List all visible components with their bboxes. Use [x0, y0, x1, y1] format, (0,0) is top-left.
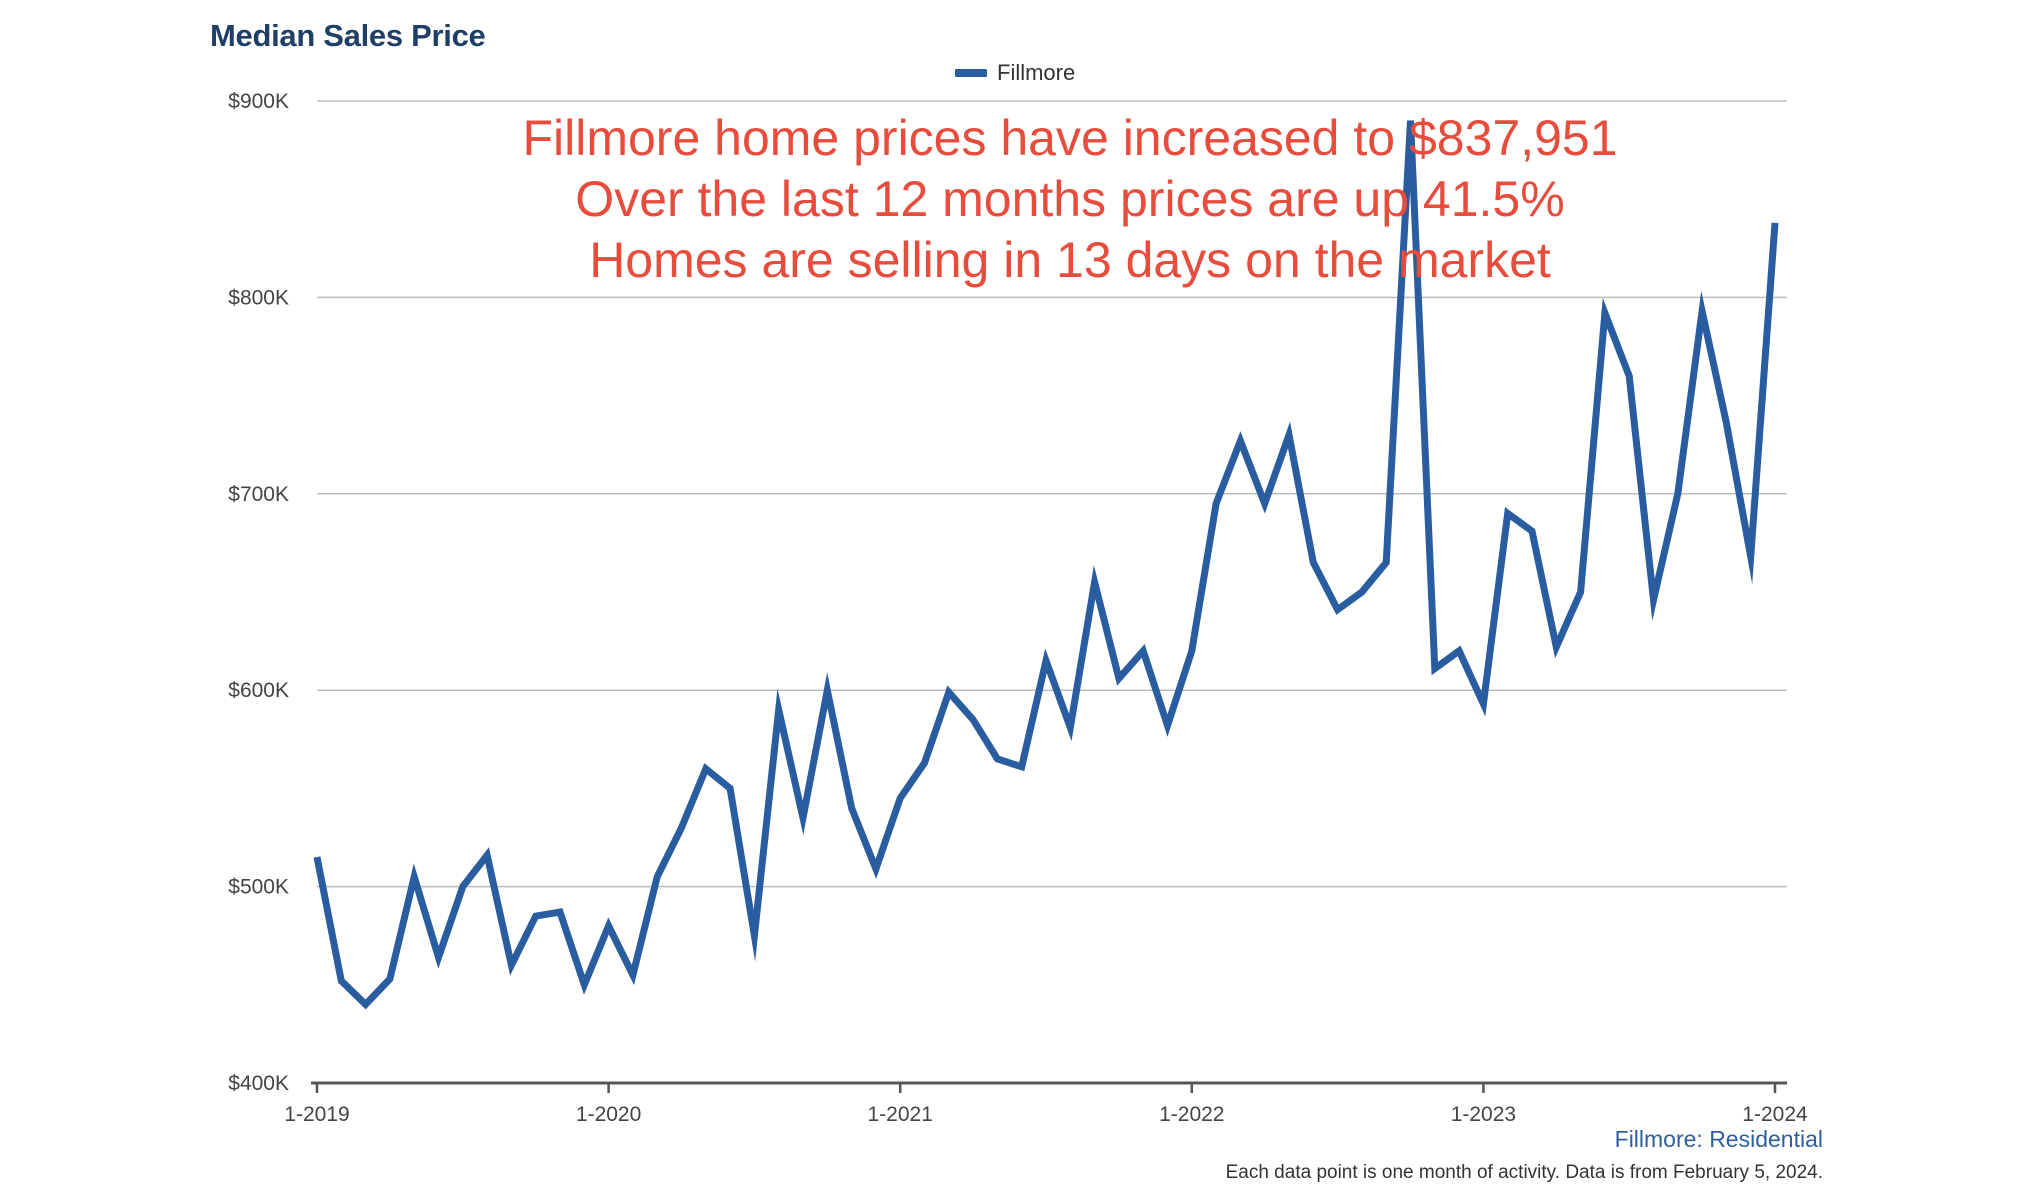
data-point[interactable]	[848, 804, 856, 812]
data-point[interactable]	[362, 1000, 370, 1008]
x-tick-label: 1-2024	[1742, 1103, 1808, 1126]
data-point[interactable]	[1212, 500, 1220, 508]
data-point[interactable]	[435, 953, 443, 961]
data-point[interactable]	[823, 686, 831, 694]
data-point[interactable]	[1358, 588, 1366, 596]
data-point[interactable]	[459, 883, 467, 891]
data-point[interactable]	[313, 853, 321, 861]
series-fillmore	[313, 120, 1779, 1010]
data-point[interactable]	[678, 824, 686, 832]
x-tick-label: 1-2022	[1159, 1103, 1224, 1126]
footnote: Each data point is one month of activity…	[1225, 1162, 1823, 1183]
data-point[interactable]	[1018, 763, 1026, 771]
data-point[interactable]	[1722, 419, 1730, 427]
data-point[interactable]	[629, 971, 637, 979]
data-point[interactable]	[1698, 307, 1706, 315]
data-point[interactable]	[1674, 490, 1682, 498]
data-point[interactable]	[1188, 647, 1196, 655]
data-point[interactable]	[1042, 657, 1050, 665]
data-point[interactable]	[1552, 643, 1560, 651]
data-point[interactable]	[1285, 431, 1293, 439]
data-point[interactable]	[1261, 500, 1269, 508]
data-point[interactable]	[896, 794, 904, 802]
data-point[interactable]	[483, 851, 491, 859]
data-point[interactable]	[1479, 700, 1487, 708]
y-tick-label: $500K	[228, 876, 289, 899]
data-point[interactable]	[410, 873, 418, 881]
data-point[interactable]	[750, 932, 758, 940]
data-point[interactable]	[556, 908, 564, 916]
x-tick-label: 1-2020	[576, 1103, 641, 1126]
annotation-text: Fillmore home prices have increased to $…	[380, 108, 1760, 291]
data-point[interactable]	[993, 755, 1001, 763]
data-point[interactable]	[1115, 674, 1123, 682]
data-point[interactable]	[1504, 509, 1512, 517]
data-point[interactable]	[1066, 724, 1074, 732]
data-point[interactable]	[1431, 665, 1439, 673]
chart-title: Median Sales Price	[210, 18, 486, 53]
y-tick-label: $800K	[228, 286, 289, 309]
legend[interactable]: Fillmore	[955, 60, 1075, 86]
data-point[interactable]	[1382, 559, 1390, 567]
data-point[interactable]	[1236, 437, 1244, 445]
data-point[interactable]	[1528, 527, 1536, 535]
data-point[interactable]	[1577, 588, 1585, 596]
data-point[interactable]	[1164, 722, 1172, 730]
legend-swatch-fillmore	[955, 69, 987, 77]
data-point[interactable]	[1771, 219, 1779, 227]
y-tick-label: $700K	[228, 483, 289, 506]
data-point[interactable]	[969, 716, 977, 724]
data-point[interactable]	[1747, 553, 1755, 561]
y-tick-label: $400K	[228, 1072, 289, 1095]
axes: $400K $500K $600K $700K $800K $900K 1-2019 1-20…	[228, 90, 1808, 1126]
data-point[interactable]	[653, 873, 661, 881]
y-tick-label: $600K	[228, 679, 289, 702]
data-point[interactable]	[872, 865, 880, 873]
annotation-line-1: Fillmore home prices have increased to $…	[522, 110, 1618, 166]
data-point[interactable]	[507, 961, 515, 969]
data-point[interactable]	[532, 912, 540, 920]
source-label[interactable]: Fillmore: Residential	[1614, 1126, 1823, 1152]
data-point[interactable]	[1455, 647, 1463, 655]
data-point[interactable]	[1091, 578, 1099, 586]
x-tick-label: 1-2023	[1451, 1103, 1516, 1126]
y-tick-label: $900K	[228, 90, 289, 113]
data-point[interactable]	[1139, 647, 1147, 655]
series-line-fillmore[interactable]	[313, 120, 1779, 1010]
data-point[interactable]	[1309, 559, 1317, 567]
data-point[interactable]	[337, 977, 345, 985]
data-point[interactable]	[1601, 309, 1609, 317]
data-point[interactable]	[1625, 372, 1633, 380]
data-point[interactable]	[386, 975, 394, 983]
data-point[interactable]	[799, 814, 807, 822]
data-point[interactable]	[1650, 596, 1658, 604]
data-point[interactable]	[605, 922, 613, 930]
data-point[interactable]	[702, 765, 710, 773]
annotation-line-2: Over the last 12 months prices are up 41…	[575, 171, 1565, 227]
data-point[interactable]	[921, 759, 929, 767]
data-point[interactable]	[1334, 606, 1342, 614]
data-point[interactable]	[726, 784, 734, 792]
gridlines	[317, 100, 1787, 888]
annotation-line-3: Homes are selling in 13 days on the mark…	[589, 232, 1551, 288]
data-point[interactable]	[775, 706, 783, 714]
x-tick-label: 1-2021	[868, 1103, 933, 1126]
legend-label-fillmore: Fillmore	[997, 60, 1076, 85]
data-point[interactable]	[580, 981, 588, 989]
data-point[interactable]	[945, 688, 953, 696]
x-tick-label: 1-2019	[284, 1103, 349, 1126]
